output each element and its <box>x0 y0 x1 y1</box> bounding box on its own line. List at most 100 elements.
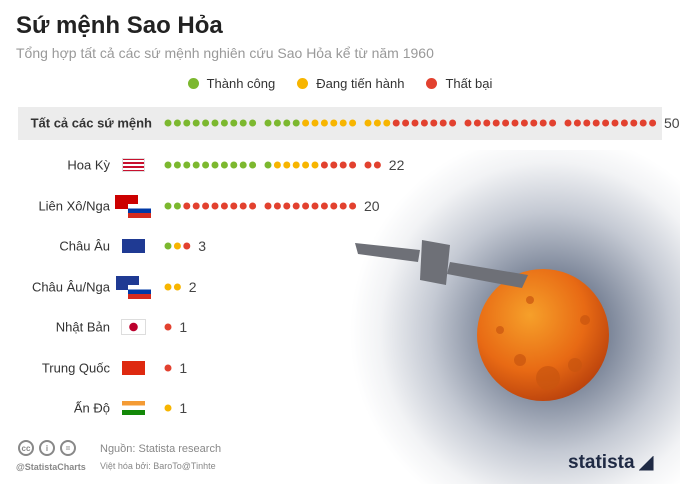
dot-success <box>164 202 172 210</box>
dot-ongoing <box>311 161 319 169</box>
dot-success <box>220 161 228 169</box>
dot-failed <box>502 119 510 127</box>
eu-flag-icon <box>122 239 145 253</box>
dot-failed <box>620 119 628 127</box>
dot-failed <box>339 202 347 210</box>
dot-failed <box>592 119 600 127</box>
dot-failed <box>292 202 300 210</box>
dot-success <box>192 161 200 169</box>
dot-ongoing <box>373 119 381 127</box>
page-subtitle: Tổng hợp tất cả các sứ mệnh nghiên cứu S… <box>16 45 434 61</box>
dot-failed <box>349 202 357 210</box>
row-label: Châu Âu <box>59 238 110 254</box>
dot-ongoing <box>273 161 281 169</box>
row-total: 22 <box>389 157 405 173</box>
russia-flag-icon <box>128 204 151 218</box>
dot-success <box>211 119 219 127</box>
row-label: Nhật Bản <box>55 319 110 335</box>
dot-ongoing <box>383 119 391 127</box>
no-derivatives-icon: = <box>60 440 76 456</box>
dot-success <box>183 119 191 127</box>
dot-success <box>164 242 172 250</box>
dot-ongoing <box>283 161 291 169</box>
dot-ongoing <box>364 119 372 127</box>
dot-success <box>239 161 247 169</box>
dot-success <box>249 161 257 169</box>
dot-failed <box>564 119 572 127</box>
dot-success <box>183 161 191 169</box>
dot-success <box>264 119 272 127</box>
row-label: Hoa Kỳ <box>67 157 110 173</box>
attribution-icon: i <box>39 440 55 456</box>
cc-icon: cc <box>18 440 34 456</box>
dot-failed <box>249 202 257 210</box>
dot-success <box>292 119 300 127</box>
dot-failed <box>273 202 281 210</box>
dot-failed <box>183 242 191 250</box>
dot-failed <box>202 202 210 210</box>
dot-failed <box>639 119 647 127</box>
row-label: Tất cả các sứ mệnh <box>30 115 152 131</box>
dot-failed <box>430 119 438 127</box>
dot-failed <box>630 119 638 127</box>
row-total: 3 <box>198 238 206 254</box>
dot-ongoing <box>330 119 338 127</box>
row-total: 2 <box>189 279 197 295</box>
license-icons: cc i = <box>18 440 76 456</box>
dot-ongoing <box>320 119 328 127</box>
dot-failed <box>320 161 328 169</box>
dot-failed <box>420 119 428 127</box>
row-total: 50 <box>664 115 680 131</box>
dot-ongoing <box>311 119 319 127</box>
dot-failed <box>220 202 228 210</box>
dot-success <box>173 202 181 210</box>
dot-failed <box>192 202 200 210</box>
dot-failed <box>549 119 557 127</box>
dot-ongoing <box>302 161 310 169</box>
dot-failed <box>464 119 472 127</box>
dot-failed <box>530 119 538 127</box>
dot-failed <box>602 119 610 127</box>
dot-failed <box>402 119 410 127</box>
dot-success <box>192 119 200 127</box>
dot-failed <box>492 119 500 127</box>
dot-ongoing <box>173 283 181 291</box>
dot-failed <box>302 202 310 210</box>
dot-failed <box>583 119 591 127</box>
dot-failed <box>183 202 191 210</box>
dot-failed <box>164 364 172 372</box>
china-flag-icon <box>122 361 145 375</box>
dot-failed <box>283 202 291 210</box>
dot-failed <box>439 119 447 127</box>
dot-failed <box>649 119 657 127</box>
dot-success <box>164 119 172 127</box>
dot-failed <box>373 161 381 169</box>
row-label: Ấn Độ <box>73 400 110 416</box>
dot-failed <box>573 119 581 127</box>
dot-ongoing <box>164 283 172 291</box>
row-label: Liên Xô/Nga <box>38 198 110 214</box>
dot-failed <box>320 202 328 210</box>
dot-failed <box>483 119 491 127</box>
dot-success <box>264 161 272 169</box>
dot-failed <box>164 323 172 331</box>
dot-success <box>283 119 291 127</box>
dot-success <box>273 119 281 127</box>
japan-flag-icon <box>122 320 145 334</box>
dot-failed <box>539 119 547 127</box>
dot-ongoing <box>164 404 172 412</box>
page-title: Sứ mệnh Sao Hỏa <box>16 12 223 39</box>
row-total: 1 <box>179 360 187 376</box>
india-flag-icon <box>122 401 145 415</box>
row-total: 20 <box>364 198 380 214</box>
row-total: 1 <box>179 400 187 416</box>
satellite <box>355 240 528 288</box>
statista-logo: statista <box>568 452 654 474</box>
legend: Thành công Đang tiến hành Thất bại <box>0 76 680 91</box>
legend-label: Đang tiến hành <box>316 76 405 91</box>
row-label: Trung Quốc <box>41 360 110 376</box>
twitter-handle: @StatistaCharts <box>16 462 86 472</box>
dot-success <box>220 119 228 127</box>
